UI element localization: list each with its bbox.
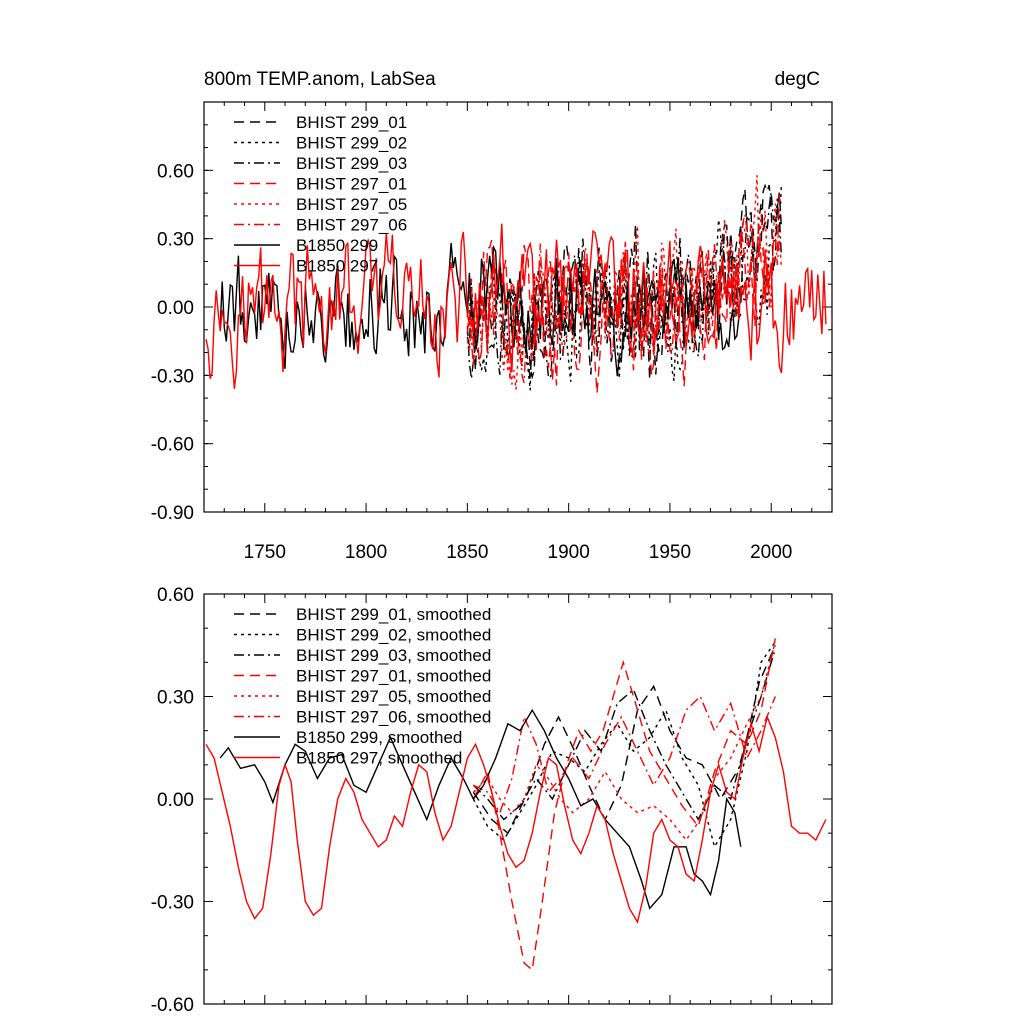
legend-label-4: BHIST 297_05, smoothed <box>296 687 491 706</box>
y-tick-label: -0.30 <box>151 893 194 914</box>
y-tick-label: 0.30 <box>157 688 194 709</box>
series-line-2 <box>472 648 776 821</box>
legend-label-7: B1850 297, smoothed <box>296 749 462 768</box>
y-tick-label: -0.30 <box>151 366 194 387</box>
legend-label-5: BHIST 297_06, smoothed <box>296 708 491 727</box>
legend-label-2: BHIST 299_03 <box>296 154 407 173</box>
top-series-group <box>205 175 827 394</box>
legend-label-6: B1850 299, smoothed <box>296 728 462 747</box>
series-line-1 <box>472 641 776 849</box>
x-tick-label: 2000 <box>750 542 792 563</box>
series-line-7 <box>205 714 827 924</box>
series-line-3 <box>466 190 783 394</box>
legend-label-0: BHIST 299_01 <box>296 113 407 132</box>
x-tick-label: 1750 <box>244 542 286 563</box>
bottom-series-group <box>205 638 827 972</box>
bottom-chart-panel: -0.60 -0.30 0.00 0.30 0.60 BHIST 299_01, smo… <box>151 585 833 1016</box>
series-line-3 <box>472 638 776 972</box>
series-line-0 <box>466 183 783 380</box>
legend-label-2: BHIST 299_03, smoothed <box>296 646 491 665</box>
bottom-axis-ticks: -0.60 -0.30 0.00 0.30 0.60 <box>151 585 832 1016</box>
y-tick-label: 0.60 <box>157 585 194 606</box>
legend-label-5: BHIST 297_06 <box>296 216 407 235</box>
legend-label-6: B1850 299 <box>296 236 378 255</box>
bottom-legend: BHIST 299_01, smoothed BHIST 299_02, smoo… <box>234 605 491 768</box>
series-line-4 <box>466 175 783 390</box>
x-tick-label: 1950 <box>649 542 691 563</box>
series-line-6 <box>219 708 742 910</box>
y-tick-label: 0.00 <box>157 298 194 319</box>
legend-label-3: BHIST 297_01, smoothed <box>296 667 491 686</box>
y-tick-label: 0.30 <box>157 230 194 251</box>
x-tick-label: 1800 <box>345 542 387 563</box>
chart-title: 800m TEMP.anom, LabSea <box>204 69 436 90</box>
series-line-4 <box>472 641 776 842</box>
x-tick-label: 1900 <box>548 542 590 563</box>
y-tick-label: -0.60 <box>151 995 194 1016</box>
y-tick-label: -0.90 <box>151 503 194 524</box>
legend-label-4: BHIST 297_05 <box>296 195 407 214</box>
legend-label-1: BHIST 299_02 <box>296 134 407 153</box>
y-tick-label: 0.00 <box>157 790 194 811</box>
series-line-5 <box>473 695 776 815</box>
series-line-7 <box>205 223 827 389</box>
top-axis-ticks: -0.90 -0.60 -0.30 0.00 0.30 0.60 1750 1800 1850 1… <box>151 101 832 563</box>
series-line-5 <box>466 214 782 383</box>
y-tick-label: 0.60 <box>157 161 194 182</box>
top-chart-panel: 800m TEMP.anom, LabSea degC -0.90-0.60-0… <box>151 69 833 563</box>
legend-label-1: BHIST 299_02, smoothed <box>296 626 491 645</box>
x-tick-label: 1850 <box>446 542 488 563</box>
legend-label-0: BHIST 299_01, smoothed <box>296 605 491 624</box>
chart-units: degC <box>775 69 820 90</box>
legend-label-3: BHIST 297_01 <box>296 175 407 194</box>
legend-label-7: B1850 297 <box>296 257 378 276</box>
y-tick-label: -0.60 <box>151 435 194 456</box>
